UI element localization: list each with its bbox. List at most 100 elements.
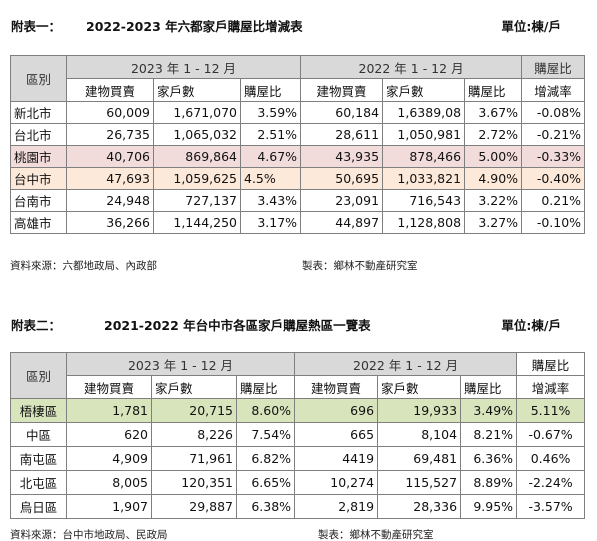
cell: 869,864 — [153, 145, 241, 168]
col-households-2022: 家戶數 — [377, 375, 462, 399]
cell: 71,961 — [151, 446, 237, 471]
table-row: 南屯區 4,909 71,961 6.82% 4419 69,481 6.36%… — [10, 446, 586, 471]
cell: 665 — [294, 422, 379, 447]
cell: 6.82% — [235, 446, 296, 471]
cell: 2.72% — [464, 123, 523, 146]
cell: 1,671,070 — [153, 101, 241, 124]
cell: -0.33% — [521, 145, 586, 168]
region-cell: 中區 — [10, 422, 67, 447]
section2-unit: 單位:棟/戶 — [501, 318, 561, 333]
cell: 8,226 — [151, 422, 237, 447]
col-ratio-2022: 購屋比 — [464, 78, 523, 102]
cell: 8.89% — [460, 470, 518, 495]
cell: 6.36% — [460, 446, 518, 471]
region-header: 區別 — [10, 55, 67, 102]
cell: 3.67% — [464, 101, 523, 124]
cell: 120,351 — [151, 470, 237, 495]
cell: 10,274 — [294, 470, 379, 495]
col-households-2022: 家戶數 — [382, 78, 466, 102]
section2-maker: 製表：鄉林不動產研究室 — [318, 529, 434, 541]
col-buildings-2022: 建物買賣 — [294, 375, 379, 399]
table-row-highlight: 梧棲區 1,781 20,715 8.60% 696 19,933 3.49% … — [10, 398, 586, 423]
col-households-2023: 家戶數 — [151, 375, 237, 399]
cell: 47,693 — [66, 167, 154, 190]
cell: 4,909 — [66, 446, 152, 471]
cell: 3.17% — [239, 211, 302, 234]
cell: 1,033,821 — [382, 167, 466, 190]
table-row-highlight: 台中市 47,693 1,059,625 4.5% 50,695 1,033,8… — [10, 167, 586, 190]
region-cell: 台中市 — [10, 167, 67, 190]
cell: 716,543 — [382, 189, 466, 212]
region-cell: 梧棲區 — [10, 398, 67, 423]
cell: 4.5% — [239, 167, 302, 190]
region-header: 區別 — [10, 352, 67, 399]
cell: 50,695 — [300, 167, 384, 190]
cell: -0.67% — [516, 422, 586, 447]
section1-label: 附表一： — [11, 19, 62, 34]
cell: -0.21% — [521, 123, 586, 146]
cell: 1,128,808 — [382, 211, 466, 234]
change-header-bottom: 增減率 — [521, 78, 586, 102]
region-cell: 新北市 — [10, 101, 67, 124]
section1-source: 資料來源：六都地政局、內政部 — [10, 260, 157, 272]
table-taichung-districts: 區別 2023 年 1 - 12 月 2022 年 1 - 12 月 購屋比 建… — [10, 352, 586, 519]
table-six-cities: 區別 2023 年 1 - 12 月 2022 年 1 - 12 月 購屋比 建… — [10, 55, 586, 234]
cell: 8.21% — [460, 422, 518, 447]
section1-title: 2022-2023 年六都家戶購屋比增減表 — [86, 19, 303, 34]
change-header-top: 購屋比 — [521, 55, 586, 79]
change-header-top: 購屋比 — [516, 352, 586, 376]
col-buildings-2023: 建物買賣 — [66, 375, 152, 399]
cell: 2.51% — [239, 123, 302, 146]
cell: 1,781 — [66, 398, 152, 423]
cell: 24,948 — [66, 189, 154, 212]
col-ratio-2023: 購屋比 — [235, 375, 296, 399]
period-2022-header: 2022 年 1 - 12 月 — [300, 55, 523, 79]
cell: 1,050,981 — [382, 123, 466, 146]
cell: -2.24% — [516, 470, 586, 495]
cell: 40,706 — [66, 145, 154, 168]
section1-maker: 製表：鄉林不動產研究室 — [302, 260, 418, 272]
region-cell: 台北市 — [10, 123, 67, 146]
period-2023-header: 2023 年 1 - 12 月 — [65, 55, 302, 79]
table-row: 高雄市 36,266 1,144,250 3.17% 44,897 1,128,… — [10, 211, 586, 234]
change-header-bottom: 增減率 — [516, 375, 586, 399]
cell: 3.43% — [239, 189, 302, 212]
section2-label: 附表二： — [11, 318, 62, 333]
cell: 878,466 — [382, 145, 466, 168]
cell: 43,935 — [300, 145, 384, 168]
table-row: 中區 620 8,226 7.54% 665 8,104 8.21% -0.67… — [10, 422, 586, 447]
section2-source: 資料來源：台中市地政局、民政局 — [10, 529, 168, 541]
table-row: 台北市 26,735 1,065,032 2.51% 28,611 1,050,… — [10, 123, 586, 146]
cell: 3.59% — [239, 101, 302, 124]
table-row: 烏日區 1,907 29,887 6.38% 2,819 28,336 9.95… — [10, 494, 586, 519]
cell: -0.10% — [521, 211, 586, 234]
cell: 60,009 — [66, 101, 154, 124]
region-cell: 高雄市 — [10, 211, 67, 234]
region-cell: 烏日區 — [10, 494, 67, 519]
cell: 8,104 — [377, 422, 462, 447]
cell: 115,527 — [377, 470, 462, 495]
period-2022-header: 2022 年 1 - 12 月 — [294, 352, 518, 376]
cell: 28,611 — [300, 123, 384, 146]
cell: 23,091 — [300, 189, 384, 212]
cell: 8.60% — [235, 398, 296, 423]
cell: 36,266 — [66, 211, 154, 234]
cell: 1,907 — [66, 494, 152, 519]
col-ratio-2022: 購屋比 — [460, 375, 518, 399]
cell: 60,184 — [300, 101, 384, 124]
section2-title: 2021-2022 年台中市各區家戶購屋熱區一覽表 — [104, 318, 371, 333]
cell: 3.22% — [464, 189, 523, 212]
col-buildings-2022: 建物買賣 — [300, 78, 384, 102]
cell: 1,6389,08 — [382, 101, 466, 124]
cell: 9.95% — [460, 494, 518, 519]
section1-unit: 單位:棟/戶 — [501, 19, 561, 34]
cell: 4419 — [294, 446, 379, 471]
cell: 1,059,625 — [153, 167, 241, 190]
section1-heading: 附表一： 2022-2023 年六都家戶購屋比增減表 單位:棟/戶 — [0, 14, 597, 36]
cell: 4.90% — [464, 167, 523, 190]
cell: 3.27% — [464, 211, 523, 234]
cell: 29,887 — [151, 494, 237, 519]
col-ratio-2023: 購屋比 — [239, 78, 302, 102]
table-row-highlight: 桃園市 40,706 869,864 4.67% 43,935 878,466 … — [10, 145, 586, 168]
cell: 44,897 — [300, 211, 384, 234]
